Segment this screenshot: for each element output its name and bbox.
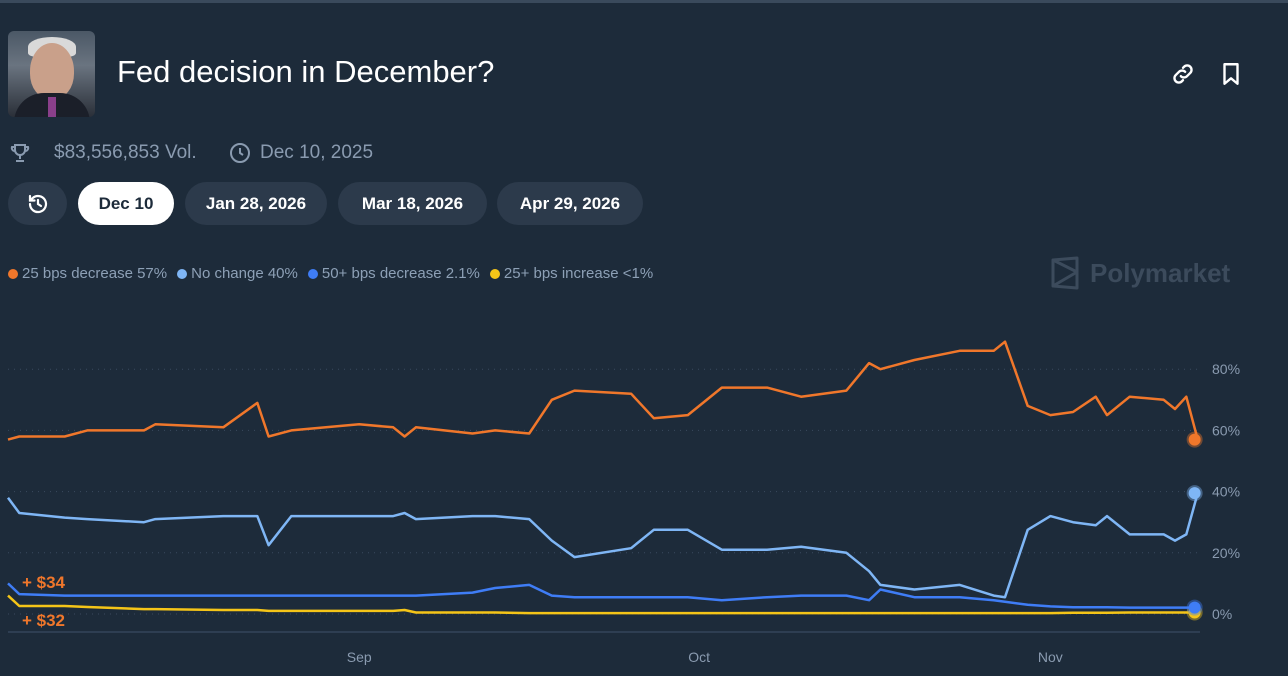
trade-annotation: + $34 (22, 573, 66, 592)
x-tick-label: Sep (347, 649, 372, 665)
link-icon[interactable] (1170, 60, 1196, 88)
x-tick-label: Nov (1038, 649, 1063, 665)
legend-label: 50+ bps decrease 2.1% (321, 265, 480, 282)
brand-text: Polymarket (1090, 257, 1231, 288)
legend-item[interactable]: No change 40% (177, 265, 298, 282)
legend-item[interactable]: 25+ bps increase <1% (489, 265, 654, 282)
y-tick-label: 20% (1212, 545, 1240, 561)
bookmark-icon[interactable] (1218, 60, 1244, 88)
tab-mar-18[interactable]: Mar 18, 2026 (338, 182, 487, 225)
y-tick-label: 0% (1212, 606, 1232, 622)
volume: $83,556,853 Vol. (8, 141, 197, 165)
series-line-25-bps-increase (7, 594, 1198, 615)
tab-apr-29[interactable]: Apr 29, 2026 (497, 182, 643, 225)
series-line-25-bps-decrease (7, 340, 1199, 441)
y-tick-label: 60% (1212, 422, 1240, 438)
trophy-icon (10, 144, 30, 162)
legend-item[interactable]: 25 bps decrease 57% (8, 265, 167, 282)
legend-dot (8, 268, 18, 279)
series-line-no-change (6, 492, 1199, 599)
polymarket-icon (1051, 256, 1079, 290)
legend-item[interactable]: 50+ bps decrease 2.1% (307, 265, 480, 282)
legend-label: No change 40% (191, 265, 298, 282)
legend-dot (489, 268, 500, 279)
top-border (0, 0, 1288, 3)
trade-annotation: + $32 (22, 611, 66, 630)
legend-dot (307, 268, 318, 279)
series-endpoint-marker (1186, 599, 1203, 616)
series-line-50-bps-decrease (7, 582, 1198, 609)
end-date: Dec 10, 2025 (228, 141, 373, 165)
end-date-text: Dec 10, 2025 (260, 142, 374, 163)
polymarket-logo: Polymarket (1050, 256, 1230, 290)
clock-icon (230, 143, 250, 163)
legend-label: 25 bps decrease 57% (22, 265, 168, 282)
chart-legend: 25 bps decrease 57% No change 40% 50+ bp… (8, 265, 653, 282)
history-icon (28, 194, 47, 213)
y-tick-label: 40% (1212, 484, 1240, 500)
market-image (8, 31, 95, 117)
series-endpoint-marker (1186, 485, 1203, 502)
series-endpoint-marker (1186, 431, 1203, 448)
legend-label: 25+ bps increase <1% (503, 265, 654, 282)
y-tick-label: 80% (1212, 361, 1240, 377)
x-tick-label: Oct (688, 649, 710, 665)
market-title: Fed decision in December? (117, 54, 495, 89)
photo-face (30, 43, 74, 99)
tab-jan-28[interactable]: Jan 28, 2026 (185, 182, 327, 225)
history-button[interactable] (8, 182, 67, 225)
tab-dec-10[interactable]: Dec 10 (78, 182, 174, 225)
legend-dot (177, 268, 188, 279)
photo-tie (48, 97, 56, 117)
volume-text: $83,556,853 Vol. (54, 142, 197, 163)
price-chart[interactable]: 0% 20% 40% 60% 80% Sep Oct Nov (0, 300, 1288, 676)
